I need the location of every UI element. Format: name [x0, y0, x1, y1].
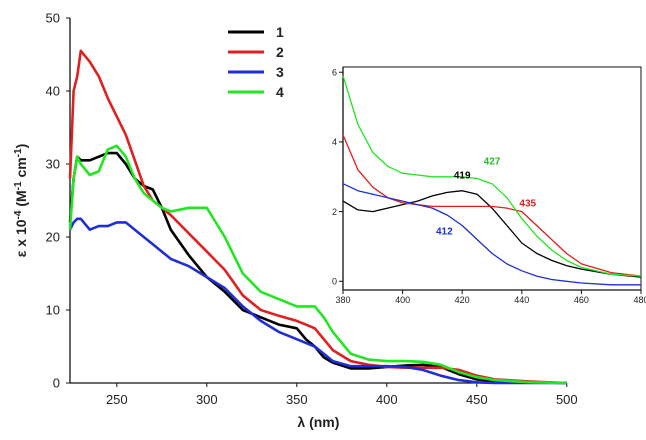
series-line — [68, 144, 567, 385]
y-tick-label: 10 — [46, 303, 60, 318]
y-tick-label: 2 — [332, 207, 337, 217]
annotation: 419 — [454, 171, 471, 182]
x-tick-label: 380 — [335, 295, 350, 305]
y-axis-label-part: cm — [13, 157, 29, 181]
x-tick-label: 460 — [574, 295, 589, 305]
y-axis-label-part: -1 — [13, 181, 24, 190]
series-line — [342, 190, 642, 278]
legend-label: 2 — [276, 44, 284, 60]
series-line — [342, 75, 642, 277]
y-axis-label-part: -1 — [13, 148, 24, 157]
series-line — [342, 183, 641, 286]
y-axis-label-part: (M — [13, 190, 29, 210]
legend-label: 1 — [276, 24, 284, 40]
x-tick-label: 500 — [556, 392, 578, 407]
annotation: 435 — [519, 198, 536, 209]
x-tick-label: 300 — [196, 392, 218, 407]
x-tick-label: 400 — [395, 295, 410, 305]
y-tick-label: 50 — [46, 11, 60, 26]
legend-label: 4 — [276, 84, 284, 100]
y-tick-label: 30 — [46, 157, 60, 172]
legend-label: 3 — [276, 64, 284, 80]
series-line — [68, 49, 567, 385]
y-axis-label-part: -4 — [13, 210, 24, 219]
y-tick-label: 40 — [46, 84, 60, 99]
x-tick-label: 420 — [455, 295, 470, 305]
x-tick-label: 480 — [633, 295, 646, 305]
y-tick-label: 0 — [53, 376, 60, 391]
x-tick-label: 350 — [286, 392, 308, 407]
x-tick-label: 250 — [106, 392, 128, 407]
y-tick-label: 4 — [332, 137, 337, 147]
x-tick-label: 440 — [514, 295, 529, 305]
series-line — [68, 217, 567, 385]
y-tick-label: 0 — [332, 276, 337, 286]
x-axis-label: λ (nm) — [297, 414, 339, 430]
x-tick-label: 400 — [376, 392, 398, 407]
annotation: 412 — [436, 226, 453, 237]
inset-frame — [342, 66, 642, 291]
y-tick-label: 6 — [332, 67, 337, 77]
y-tick-label: 20 — [46, 230, 60, 245]
x-tick-label: 450 — [466, 392, 488, 407]
y-axis-label: ε x 10-4 (M-1 cm-1) — [13, 144, 30, 258]
y-axis-label-part: ε x 10 — [13, 219, 29, 257]
annotation: 427 — [484, 157, 501, 168]
y-axis-label-part: ) — [13, 144, 29, 149]
